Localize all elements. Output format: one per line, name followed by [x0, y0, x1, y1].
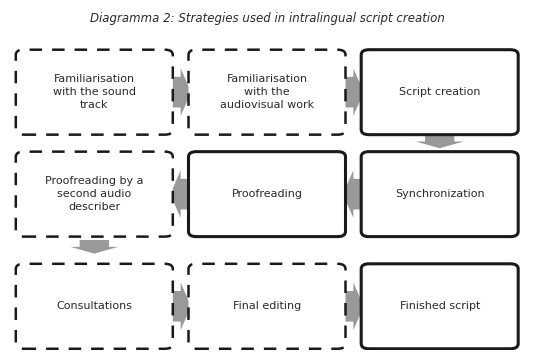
Text: Familiarisation
with the sound
track: Familiarisation with the sound track: [53, 74, 136, 110]
Text: Final editing: Final editing: [233, 301, 301, 311]
Text: Diagramma 2: Strategies used in intralingual script creation: Diagramma 2: Strategies used in intralin…: [90, 12, 444, 25]
Polygon shape: [415, 135, 464, 148]
Polygon shape: [343, 68, 364, 116]
FancyBboxPatch shape: [361, 264, 518, 349]
Text: Proofreading: Proofreading: [232, 189, 302, 199]
Polygon shape: [170, 68, 191, 116]
FancyBboxPatch shape: [189, 152, 345, 236]
FancyBboxPatch shape: [189, 264, 345, 349]
Text: Consultations: Consultations: [56, 301, 132, 311]
Polygon shape: [170, 170, 191, 218]
FancyBboxPatch shape: [16, 50, 173, 135]
Text: Finished script: Finished script: [399, 301, 480, 311]
FancyBboxPatch shape: [361, 50, 518, 135]
Polygon shape: [170, 282, 191, 330]
Text: Script creation: Script creation: [399, 87, 481, 97]
FancyBboxPatch shape: [16, 152, 173, 236]
Polygon shape: [343, 282, 364, 330]
FancyBboxPatch shape: [16, 264, 173, 349]
Text: Proofreading by a
second audio
describer: Proofreading by a second audio describer: [45, 176, 144, 212]
FancyBboxPatch shape: [189, 50, 345, 135]
FancyBboxPatch shape: [361, 152, 518, 236]
Text: Synchronization: Synchronization: [395, 189, 484, 199]
Polygon shape: [70, 240, 119, 253]
Text: Familiarisation
with the
audiovisual work: Familiarisation with the audiovisual wor…: [220, 74, 314, 110]
Polygon shape: [343, 170, 364, 218]
